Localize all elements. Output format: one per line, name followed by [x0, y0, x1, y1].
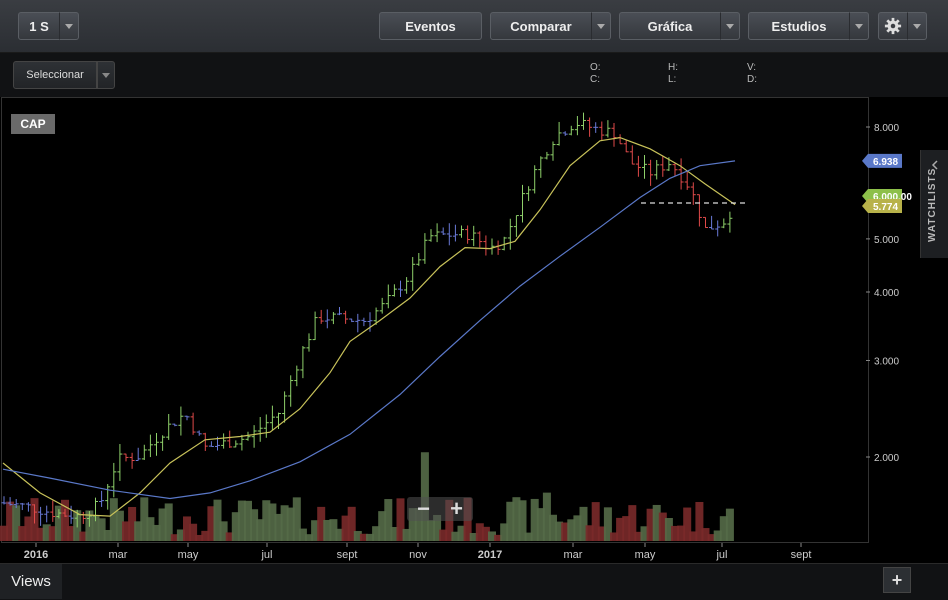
- chevron-left-icon: [931, 160, 938, 170]
- x-tick-label: may: [635, 549, 656, 561]
- watchlists-label: WATCHLISTS: [927, 167, 938, 242]
- y-tick-label: 5.000: [874, 235, 899, 246]
- y-tick-label: 2.000: [874, 453, 899, 464]
- x-tick-label: mar: [109, 549, 128, 561]
- x-tick-label: mar: [564, 549, 583, 561]
- settings-button[interactable]: [878, 12, 908, 40]
- price-tag-label: 6.938: [873, 157, 898, 168]
- chart-button[interactable]: Gráfica: [619, 12, 721, 40]
- sub-toolbar: [0, 53, 948, 97]
- x-tick-label: may: [178, 549, 199, 561]
- compare-dropdown-icon[interactable]: [591, 12, 611, 40]
- gear-icon: [884, 17, 902, 35]
- studies-dropdown-icon[interactable]: [849, 12, 869, 40]
- x-tick-label: 2017: [478, 549, 502, 561]
- open-label: O:: [590, 62, 601, 73]
- low-label: L:: [668, 74, 677, 85]
- price-tag-label: 5.774: [873, 202, 898, 213]
- views-button[interactable]: Views: [0, 564, 62, 599]
- x-tick-label: jul: [260, 549, 272, 561]
- events-button[interactable]: Eventos: [379, 12, 482, 40]
- date-label: D:: [747, 74, 757, 85]
- chart-dropdown-icon[interactable]: [720, 12, 740, 40]
- select-dropdown[interactable]: Seleccionar: [13, 61, 97, 89]
- high-label: H:: [668, 62, 678, 73]
- y-tick-label: 8.000: [874, 123, 899, 134]
- symbol-label: CAP: [11, 114, 55, 134]
- volume-label: V:: [747, 62, 757, 73]
- close-label: C:: [590, 74, 600, 85]
- interval-button[interactable]: 1 S: [18, 12, 60, 40]
- watchlists-tab[interactable]: WATCHLISTS: [920, 150, 948, 258]
- footer-bar: [0, 563, 948, 600]
- interval-dropdown-icon[interactable]: [59, 12, 79, 40]
- price-tag-label: 6.000,00: [873, 192, 912, 203]
- y-tick-label: 3.000: [874, 356, 899, 367]
- add-view-button[interactable]: +: [883, 567, 911, 593]
- x-tick-label: nov: [409, 549, 427, 561]
- select-dropdown-icon[interactable]: [97, 61, 115, 89]
- x-tick-label: jul: [715, 549, 727, 561]
- chart-area[interactable]: [1, 97, 869, 543]
- x-tick-label: sept: [337, 549, 358, 561]
- x-tick-label: sept: [791, 549, 812, 561]
- y-tick-label: 4.000: [874, 288, 899, 299]
- settings-dropdown-icon[interactable]: [907, 12, 927, 40]
- compare-button[interactable]: Comparar: [490, 12, 592, 40]
- zoom-out-button[interactable]: −: [417, 496, 430, 521]
- zoom-in-button[interactable]: +: [450, 496, 463, 521]
- studies-button[interactable]: Estudios: [748, 12, 850, 40]
- x-tick-label: 2016: [24, 549, 48, 561]
- zoom-controls: − +: [407, 496, 473, 521]
